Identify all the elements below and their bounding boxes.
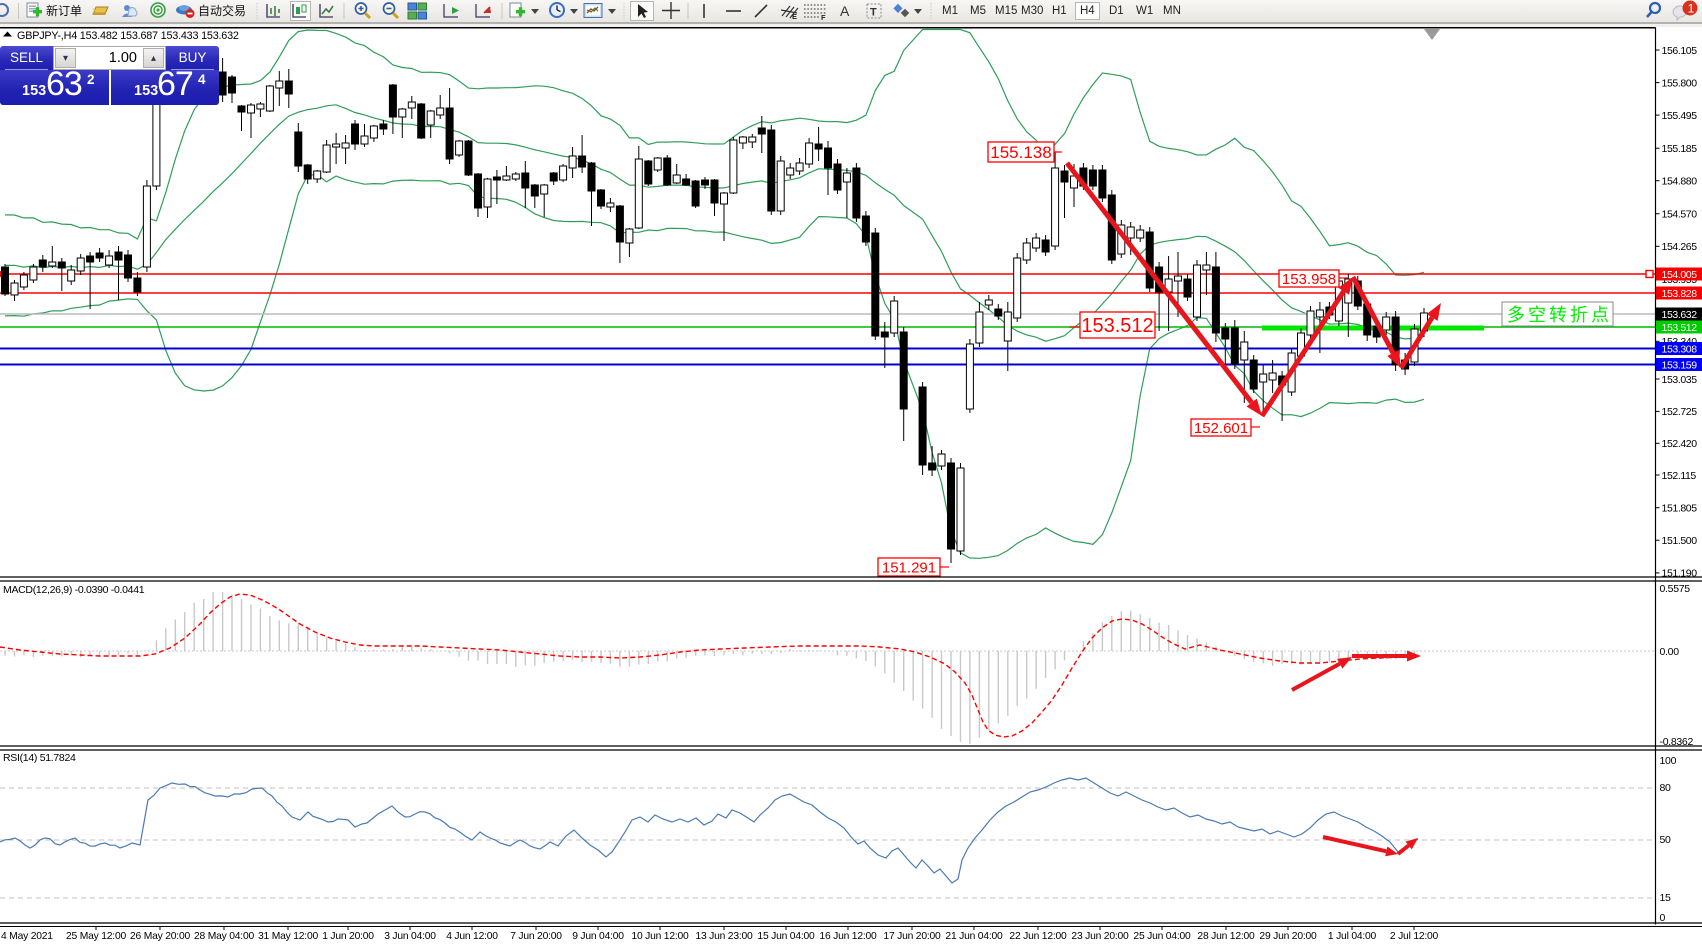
svg-text:25 May 12:00: 25 May 12:00 (66, 931, 126, 942)
svg-text:80: 80 (1660, 782, 1672, 794)
svg-text:153.512: 153.512 (1081, 315, 1153, 337)
svg-text:151.190: 151.190 (1662, 568, 1698, 580)
svg-text:0.00: 0.00 (1660, 646, 1680, 658)
svg-text:153.035: 153.035 (1662, 374, 1698, 386)
svg-text:7 Jun 20:00: 7 Jun 20:00 (510, 931, 562, 942)
svg-text:23 Jun 20:00: 23 Jun 20:00 (1071, 931, 1129, 942)
svg-text:4 May 2021: 4 May 2021 (1, 931, 53, 942)
svg-text:155.800: 155.800 (1662, 77, 1698, 89)
svg-text:2 Jul 12:00: 2 Jul 12:00 (1390, 931, 1439, 942)
svg-text:156.105: 156.105 (1662, 45, 1698, 57)
svg-text:25 Jun 04:00: 25 Jun 04:00 (1133, 931, 1191, 942)
svg-text:-0.8362: -0.8362 (1660, 736, 1694, 748)
svg-text:0.5575: 0.5575 (1660, 583, 1691, 595)
svg-text:1: 1 (1688, 2, 1695, 16)
svg-text:T: T (870, 7, 877, 19)
svg-text:MACD(12,26,9) -0.0390 -0.0441: MACD(12,26,9) -0.0390 -0.0441 (3, 584, 145, 596)
svg-text:154.570: 154.570 (1662, 209, 1698, 221)
svg-text:155.495: 155.495 (1662, 110, 1698, 122)
svg-text:自动交易: 自动交易 (198, 3, 246, 18)
svg-text:151.291: 151.291 (882, 559, 936, 576)
svg-text:153.308: 153.308 (1662, 343, 1698, 355)
svg-text:28 Jun 12:00: 28 Jun 12:00 (1197, 931, 1255, 942)
svg-text:152.725: 152.725 (1662, 406, 1698, 418)
svg-text:A: A (840, 3, 850, 19)
svg-text:17 Jun 20:00: 17 Jun 20:00 (883, 931, 941, 942)
svg-text:RSI(14) 51.7824: RSI(14) 51.7824 (3, 752, 76, 764)
svg-text:152.115: 152.115 (1662, 470, 1697, 482)
svg-text:16 Jun 12:00: 16 Jun 12:00 (819, 931, 877, 942)
svg-text:153.828: 153.828 (1662, 288, 1698, 300)
svg-text:28 May 04:00: 28 May 04:00 (194, 931, 254, 942)
svg-text:15 Jun 04:00: 15 Jun 04:00 (757, 931, 815, 942)
svg-text:153.958: 153.958 (1282, 271, 1336, 288)
svg-text:1 Jun 20:00: 1 Jun 20:00 (322, 931, 374, 942)
svg-text:0: 0 (1660, 912, 1666, 924)
svg-text:E: E (792, 12, 797, 21)
svg-text:151.805: 151.805 (1662, 503, 1698, 515)
svg-text:154.005: 154.005 (1662, 269, 1698, 281)
svg-text:153.159: 153.159 (1662, 359, 1698, 371)
svg-text:100: 100 (1660, 755, 1677, 767)
svg-text:26 May 20:00: 26 May 20:00 (130, 931, 190, 942)
svg-text:3 Jun 04:00: 3 Jun 04:00 (384, 931, 436, 942)
svg-text:10 Jun 12:00: 10 Jun 12:00 (631, 931, 689, 942)
svg-text:152.601: 152.601 (1194, 420, 1248, 437)
svg-text:F: F (821, 13, 826, 22)
svg-text:9 Jun 04:00: 9 Jun 04:00 (572, 931, 624, 942)
svg-text:22 Jun 12:00: 22 Jun 12:00 (1009, 931, 1067, 942)
svg-text:151.500: 151.500 (1662, 535, 1698, 547)
svg-text:153.512: 153.512 (1662, 322, 1698, 334)
svg-text:13 Jun 23:00: 13 Jun 23:00 (695, 931, 753, 942)
svg-text:154.880: 154.880 (1662, 176, 1698, 188)
svg-text:50: 50 (1660, 834, 1672, 846)
svg-text:154.265: 154.265 (1662, 241, 1698, 253)
svg-text:1 Jul 04:00: 1 Jul 04:00 (1328, 931, 1377, 942)
svg-text:155.185: 155.185 (1662, 143, 1698, 155)
svg-text:31 May 12:00: 31 May 12:00 (258, 931, 318, 942)
svg-text:155.138: 155.138 (990, 143, 1051, 162)
svg-text:多空转折点: 多空转折点 (1507, 305, 1612, 325)
svg-text:152.420: 152.420 (1662, 438, 1698, 450)
svg-text:15: 15 (1660, 892, 1672, 904)
svg-text:29 Jun 20:00: 29 Jun 20:00 (1259, 931, 1317, 942)
svg-text:GBPJPY-,H4 153.482 153.687 15: GBPJPY-,H4 153.482 153.687 153.433 153.6… (17, 30, 239, 42)
svg-text:4 Jun 12:00: 4 Jun 12:00 (446, 931, 498, 942)
svg-text:21 Jun 04:00: 21 Jun 04:00 (945, 931, 1003, 942)
svg-text:新订单: 新订单 (46, 3, 82, 18)
svg-text:153.632: 153.632 (1662, 309, 1698, 321)
